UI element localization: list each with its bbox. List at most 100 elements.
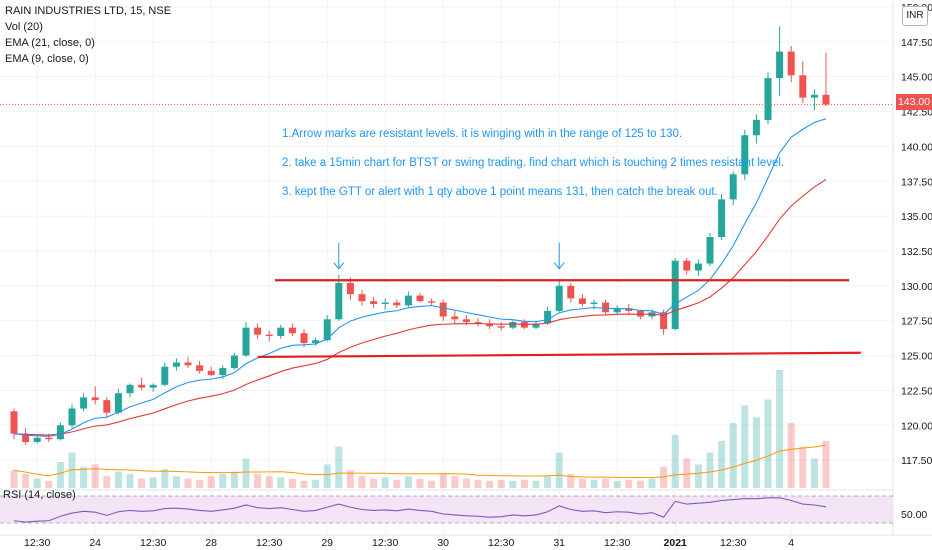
volume-bar bbox=[706, 452, 714, 488]
volume-bar bbox=[103, 476, 111, 488]
volume-bar bbox=[219, 473, 227, 488]
volume-bar bbox=[114, 471, 122, 488]
ema9-indicator-label[interactable]: EMA (9, close, 0) bbox=[5, 53, 89, 65]
candle-body bbox=[68, 408, 76, 426]
volume-bar bbox=[254, 473, 262, 488]
volume-bar bbox=[393, 479, 401, 488]
volume-bar bbox=[555, 452, 563, 488]
volume-bar bbox=[196, 479, 204, 488]
candle-body bbox=[718, 199, 726, 238]
time-tick-label: 31 bbox=[553, 537, 565, 549]
volume-bar bbox=[300, 480, 308, 488]
candle-body bbox=[602, 302, 610, 313]
candle-body bbox=[486, 323, 494, 327]
volume-bar bbox=[474, 479, 482, 488]
chart-legend: RAIN INDUSTRIES LTD, 15, NSE Vol (20) EM… bbox=[5, 3, 171, 67]
candle-body bbox=[741, 135, 749, 175]
volume-bar bbox=[68, 452, 76, 488]
volume-bar bbox=[230, 471, 238, 488]
volume-bar bbox=[335, 446, 343, 488]
candle-body bbox=[729, 174, 737, 200]
price-axis: 117.50 120.00 122.50 125.00 127.50 130.00 132.… bbox=[901, 2, 932, 521]
candle-body bbox=[242, 327, 250, 356]
volume-bar bbox=[288, 478, 296, 488]
time-axis: 12:30 24 12:30 28 12:30 29 12:30 30 12:30 31 12:30… bbox=[24, 537, 794, 549]
candle-body bbox=[555, 285, 563, 311]
rsi-indicator-label[interactable]: RSI (14, close) bbox=[3, 489, 76, 501]
candle-body bbox=[10, 411, 18, 434]
candle-body bbox=[810, 94, 818, 98]
volume-indicator-label[interactable]: Vol (20) bbox=[5, 21, 43, 33]
price-tick-label: 140.00 bbox=[901, 141, 932, 153]
symbol-title[interactable]: RAIN INDUSTRIES LTD, 15, NSE bbox=[5, 5, 172, 17]
candle-body bbox=[428, 301, 436, 303]
candle-body bbox=[544, 310, 552, 324]
annotation-note-2: 2. take a 15min chart for BTST or swing … bbox=[282, 157, 785, 169]
price-tick-label: 145.00 bbox=[901, 72, 932, 84]
volume-bar bbox=[22, 473, 30, 488]
volume-bar bbox=[683, 458, 691, 488]
volume-bar bbox=[381, 477, 389, 488]
volume-bar bbox=[497, 479, 505, 488]
price-tick-label: 132.50 bbox=[901, 246, 932, 258]
candle-body bbox=[381, 302, 389, 304]
candle-body bbox=[265, 334, 273, 337]
last-price-label: 143.00 bbox=[896, 94, 932, 110]
candle-body bbox=[660, 312, 668, 330]
volume-bar bbox=[752, 417, 760, 488]
rsi-line bbox=[13, 497, 827, 523]
volume-bar bbox=[509, 480, 517, 488]
volume-bar bbox=[323, 464, 331, 488]
candle-body bbox=[776, 51, 784, 79]
candle-body bbox=[799, 75, 807, 98]
candle-body bbox=[22, 433, 30, 442]
candle-body bbox=[404, 295, 412, 306]
volume-bar bbox=[56, 462, 64, 488]
time-tick-label: 28 bbox=[205, 537, 217, 549]
candle-body bbox=[45, 437, 53, 440]
candle-body bbox=[683, 260, 691, 271]
candle-body bbox=[474, 322, 482, 324]
candlesticks bbox=[10, 26, 830, 445]
candle-body bbox=[207, 370, 215, 376]
volume-bar bbox=[764, 399, 772, 488]
volume-bar bbox=[776, 370, 784, 488]
time-tick-label: 4 bbox=[788, 537, 794, 549]
candle-body bbox=[277, 327, 285, 337]
candle-body bbox=[358, 294, 366, 302]
volume-bar bbox=[346, 470, 354, 488]
currency-badge[interactable]: INR bbox=[902, 6, 928, 26]
volume-bar bbox=[602, 478, 610, 488]
time-tick-label: 12:30 bbox=[604, 537, 630, 549]
candle-body bbox=[451, 316, 459, 320]
ema21-indicator-label[interactable]: EMA (21, close, 0) bbox=[5, 37, 95, 49]
volume-bar bbox=[822, 440, 830, 488]
volume-bar bbox=[439, 473, 447, 488]
candle-body bbox=[184, 362, 192, 366]
price-tick-label: 117.50 bbox=[901, 455, 932, 467]
candle-body bbox=[196, 365, 204, 371]
support-trendline bbox=[257, 351, 861, 359]
candle-body bbox=[288, 327, 296, 334]
resistance-arrow-head bbox=[333, 262, 345, 270]
volume-bar bbox=[462, 478, 470, 488]
chart-grid bbox=[0, 0, 932, 536]
time-tick-label: 12:30 bbox=[720, 537, 746, 549]
volume-bar bbox=[648, 478, 656, 488]
volume-bar bbox=[660, 466, 668, 488]
volume-bar bbox=[799, 446, 807, 488]
volume-bar bbox=[10, 470, 18, 488]
time-tick-label: 12:30 bbox=[24, 537, 50, 549]
candle-body bbox=[172, 362, 180, 367]
candle-body bbox=[706, 237, 714, 264]
volume-bar bbox=[33, 478, 41, 488]
candle-body bbox=[300, 333, 308, 343]
volume-bar bbox=[358, 476, 366, 488]
candle-body bbox=[33, 437, 41, 442]
volume-bar bbox=[277, 477, 285, 488]
volume-bar bbox=[126, 473, 134, 488]
candle-body bbox=[126, 384, 134, 394]
candle-body bbox=[462, 319, 470, 323]
volume-bar bbox=[613, 480, 621, 488]
